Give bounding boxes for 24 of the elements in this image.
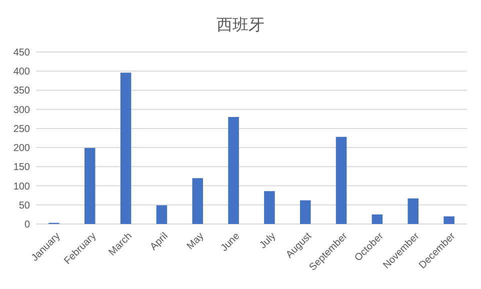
y-tick-label: 200 [13,143,30,154]
bar [228,116,239,224]
bar [408,198,419,224]
bar [444,216,454,224]
y-tick-label: 250 [13,124,30,135]
chart-title: 西班牙 [216,16,264,34]
bar [120,72,132,224]
y-tick-label: 0 [24,220,30,230]
x-tick-label: May [185,230,206,252]
y-tick-label: 450 [13,48,30,58]
bar [156,205,168,224]
x-tick-label: July [258,230,278,252]
bar [192,178,204,224]
y-tick-label: 150 [13,162,30,174]
y-tick-label: 300 [13,104,30,116]
bar [300,200,311,224]
y-tick-label: 350 [13,86,30,97]
y-tick-label: 50 [18,200,30,212]
bar [264,191,275,224]
y-tick-label: 100 [13,181,30,192]
bar [336,136,347,224]
bar [84,148,96,224]
bar [372,214,383,224]
y-tick-label: 400 [13,66,30,78]
